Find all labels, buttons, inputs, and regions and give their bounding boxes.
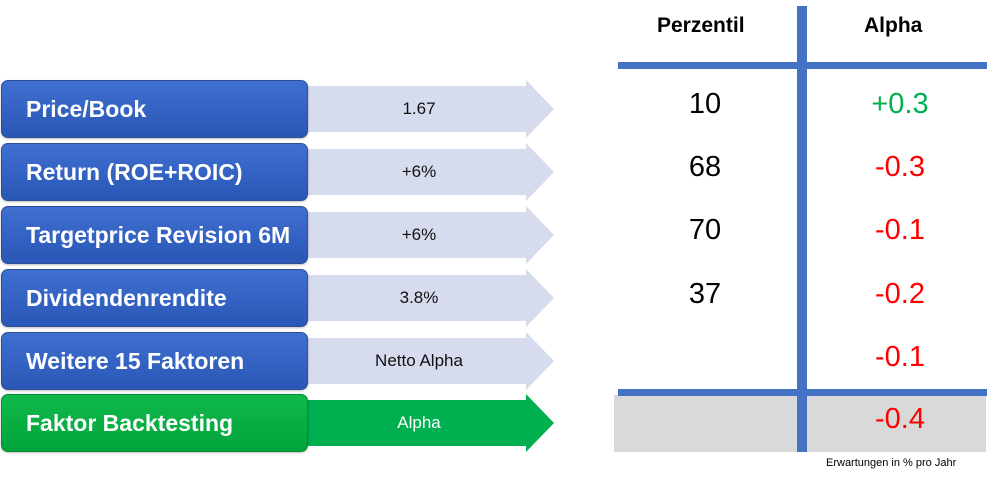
perzentil-cell: 70	[688, 214, 722, 246]
arrow-shape	[308, 332, 554, 390]
factor-row: Weitere 15 Faktoren Netto Alpha	[0, 332, 560, 392]
factor-value: 1.67	[402, 99, 436, 118]
factor-row: Targetprice Revision 6M +6%	[0, 206, 560, 266]
arrow-shape	[308, 80, 554, 138]
alpha-cell: -0.4	[875, 403, 925, 435]
factor-row: Return (ROE+ROIC) +6%	[0, 143, 560, 203]
factor-row: Dividendenrendite 3.8%	[0, 269, 560, 329]
perzentil-cell: 68	[688, 151, 722, 183]
factor-value: +6%	[401, 162, 437, 181]
alpha-cell: -0.1	[875, 341, 925, 373]
alpha-cell: +0.3	[871, 88, 929, 120]
factor-label: Weitere 15 Faktoren	[1, 332, 308, 390]
factor-value: Netto Alpha	[375, 351, 463, 370]
perzentil-cell: 37	[688, 278, 722, 310]
factor-row: Price/Book 1.67	[0, 80, 560, 140]
factor-value: Alpha	[397, 413, 441, 432]
arrow-shape	[308, 269, 554, 327]
arrow-shape	[308, 206, 554, 264]
factor-value: 3.8%	[399, 288, 439, 307]
factor-label: Price/Book	[1, 80, 308, 138]
factor-label: Return (ROE+ROIC)	[1, 143, 308, 201]
arrow-shape	[308, 143, 554, 201]
alpha-cell: -0.1	[875, 214, 925, 246]
column-divider	[797, 6, 807, 452]
alpha-cell: -0.3	[875, 151, 925, 183]
alpha-cell: -0.2	[875, 278, 925, 310]
footnote: Erwartungen in % pro Jahr	[826, 457, 957, 469]
factor-row: Faktor Backtesting Alpha	[0, 394, 560, 454]
header-perzentil: Perzentil	[657, 14, 745, 37]
perzentil-cell: 10	[688, 88, 722, 120]
header-alpha: Alpha	[864, 14, 923, 37]
factor-label: Targetprice Revision 6M	[1, 206, 308, 264]
factor-label: Dividendenrendite	[1, 269, 308, 327]
factor-value: +6%	[401, 225, 437, 244]
factor-label: Faktor Backtesting	[1, 394, 308, 452]
green-arrow-shape	[308, 394, 554, 452]
